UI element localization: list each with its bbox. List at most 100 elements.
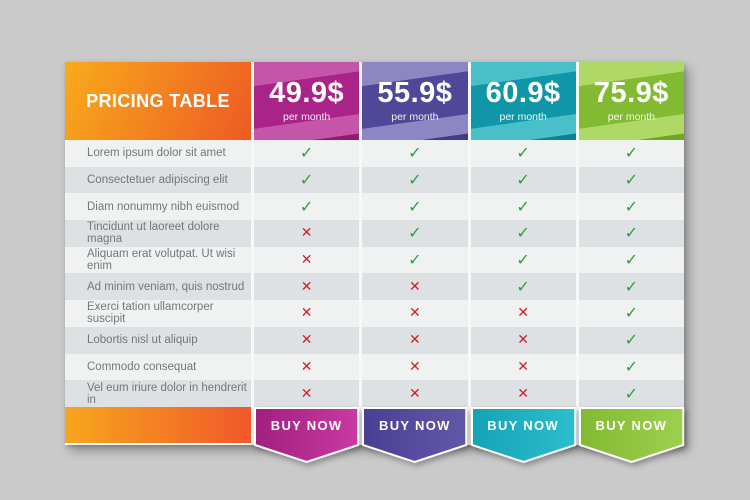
check-icon: ✓ [624,223,639,243]
check-icon: ✓ [624,330,639,350]
feature-cell: ✓ [470,166,576,194]
buy-now-button[interactable]: BUY NOW [379,418,451,434]
table-row: Diam nonummy nibh euismod ✓ ✓ ✓ ✓ [65,193,684,221]
check-icon: ✓ [408,143,422,163]
check-icon: ✓ [299,143,314,163]
check-icon: ✓ [624,356,639,376]
table-row: Tincidunt ut laoreet dolore magna ✕ ✓ ✓ ✓ [65,220,684,247]
feature-cell: ✓ [578,300,684,327]
check-icon: ✓ [516,170,530,190]
footer-orange-strip [65,406,251,445]
table-row: Ad minim veniam, quis nostrud ✕ ✕ ✓ ✓ [65,273,684,301]
table-row: Consectetuer adipiscing elit ✓ ✓ ✓ ✓ [65,166,684,194]
feature-cell: ✓ [254,166,360,194]
buy-now-ribbon [470,406,576,463]
check-icon: ✓ [624,196,639,216]
cross-icon: ✕ [409,305,421,322]
cross-icon: ✕ [300,305,313,322]
feature-cell: ✓ [578,166,684,194]
feature-cell: ✓ [254,140,360,167]
page-title: PRICING TABLE [86,90,230,111]
feature-cell: ✓ [578,380,684,407]
footer-row: BUY NOW BUY NOW BUY NOW BUY NOW [65,406,684,463]
buy-now-ribbon [254,406,360,463]
cross-icon: ✕ [409,278,421,295]
feature-label: Lorem ipsum dolor sit amet [65,140,251,167]
cross-icon: ✕ [517,332,529,349]
feature-cell: ✓ [578,140,684,167]
feature-cell: ✓ [254,193,360,221]
check-icon: ✓ [408,196,422,216]
check-icon: ✓ [624,303,639,323]
feature-cell: ✕ [254,326,360,354]
check-icon: ✓ [624,170,639,190]
cross-icon: ✕ [409,332,421,349]
feature-cell: ✓ [362,193,468,221]
feature-cell: ✕ [362,300,468,327]
feature-cell: ✕ [362,380,468,407]
feature-cell: ✕ [254,220,360,247]
feature-cell: ✓ [578,193,684,221]
feature-cell: ✕ [362,353,468,381]
pricing-table-title-cell: PRICING TABLE [65,62,251,140]
feature-cell: ✕ [254,380,360,407]
check-icon: ✓ [408,170,422,190]
plan-header-2: 55.9$ per month [362,62,468,140]
feature-label: Aliquam erat volutpat. Ut wisi enim [65,246,251,274]
buy-now-ribbon [362,406,468,463]
buy-now-button[interactable]: BUY NOW [270,418,343,434]
check-icon: ✓ [516,250,530,270]
buy-now-button[interactable]: BUY NOW [595,418,668,434]
feature-label: Commodo consequat [65,353,251,381]
feature-cell: ✓ [362,166,468,194]
feature-cell: ✓ [470,193,576,221]
feature-cell: ✓ [578,353,684,381]
pricing-table: PRICING TABLE 49.9$ per month 55.9$ per mon… [65,62,684,463]
cross-icon: ✕ [300,385,313,402]
feature-cell: ✓ [362,140,468,167]
feature-cell: ✕ [362,273,468,301]
buy-now-cell: BUY NOW [578,406,684,463]
cross-icon: ✕ [300,252,313,269]
plan-header-3: 60.9$ per month [470,62,576,140]
check-icon: ✓ [516,276,530,296]
feature-label: Tincidunt ut laoreet dolore magna [65,220,251,247]
plan-per-month-label: per month [607,111,656,123]
check-icon: ✓ [624,143,639,163]
feature-rows: Lorem ipsum dolor sit amet ✓ ✓ ✓ ✓ Consectetu… [65,140,684,407]
cross-icon: ✕ [409,385,421,402]
buy-now-cell: BUY NOW [362,406,468,463]
check-icon: ✓ [516,223,530,243]
feature-cell: ✓ [470,246,576,274]
cross-icon: ✕ [517,358,529,375]
feature-cell: ✕ [470,353,576,381]
feature-cell: ✓ [578,220,684,247]
cross-icon: ✕ [409,358,421,375]
feature-label: Vel eum iriure dolor in hendrerit in [65,380,251,407]
check-icon: ✓ [299,170,314,190]
check-icon: ✓ [624,276,639,296]
check-icon: ✓ [624,250,639,270]
plan-header-4: 75.9$ per month [578,62,684,140]
buy-now-ribbon [578,406,684,463]
header-row: PRICING TABLE 49.9$ per month 55.9$ per mon… [65,62,684,140]
check-icon: ✓ [516,196,530,216]
feature-cell: ✓ [470,220,576,247]
buy-now-button[interactable]: BUY NOW [487,418,559,434]
feature-cell: ✓ [578,246,684,274]
feature-label: Lobortis nisl ut aliquip [65,326,251,354]
feature-cell: ✓ [470,140,576,167]
cross-icon: ✕ [300,332,313,349]
check-icon: ✓ [408,223,422,243]
feature-cell: ✓ [578,273,684,301]
feature-label: Exerci tation ullamcorper suscipit [65,300,251,327]
plan-price: 49.9$ [269,77,345,109]
feature-cell: ✕ [254,273,360,301]
plan-per-month-label: per month [499,111,547,123]
table-row: Commodo consequat ✕ ✕ ✕ ✓ [65,353,684,381]
plan-price: 60.9$ [485,77,561,109]
cross-icon: ✕ [517,385,529,402]
buy-now-cell: BUY NOW [254,406,360,463]
feature-cell: ✓ [362,220,468,247]
